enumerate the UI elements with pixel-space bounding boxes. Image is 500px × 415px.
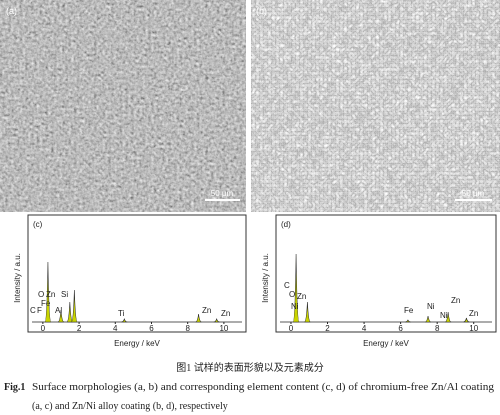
y-axis-label: Intensity / a.u. <box>261 253 270 303</box>
element-label: Zn <box>221 309 230 318</box>
element-label: Ni <box>427 302 435 311</box>
element-label: Zn <box>46 290 55 299</box>
element-label: Si <box>61 290 68 299</box>
scale-bar-label: 50 μm <box>462 189 485 198</box>
x-tick-label: 4 <box>362 324 367 333</box>
spectrum-frame <box>275 214 497 333</box>
element-label: Ni <box>291 302 299 311</box>
element-label: C <box>30 306 36 315</box>
spectrum-peak <box>71 289 78 323</box>
element-label: F <box>37 306 42 315</box>
y-axis-label: Intensity / a.u. <box>13 253 22 303</box>
spectrum-peak <box>213 318 220 323</box>
spectrum-frame <box>27 214 247 333</box>
spectrum-peak <box>463 317 470 323</box>
x-tick-label: 0 <box>41 324 46 333</box>
panel-label: (d) <box>281 220 291 229</box>
sem-image-a <box>0 0 246 212</box>
sem-image-b <box>251 0 500 212</box>
spectrum-peak <box>57 309 65 323</box>
x-axis-label: Energy / keV <box>114 339 160 348</box>
x-tick-label: 10 <box>469 324 478 333</box>
element-label: Zn <box>202 306 211 315</box>
element-label: O <box>38 290 44 299</box>
element-label: O <box>289 290 295 299</box>
caption-line: Surface morphologies (a, b) and correspo… <box>32 382 494 393</box>
element-label: Fe <box>41 299 51 308</box>
spectrum-peak <box>404 319 411 323</box>
x-tick-label: 2 <box>77 324 82 333</box>
x-tick-label: 10 <box>219 324 228 333</box>
panel-label: (a) <box>6 6 17 16</box>
element-label: Zn <box>451 296 460 305</box>
x-tick-label: 6 <box>398 324 403 333</box>
spectrum-peak <box>304 301 311 323</box>
element-label: Al <box>55 306 62 315</box>
element-label: Fe <box>404 306 414 315</box>
element-label: Ti <box>118 309 125 318</box>
spectrum-peak <box>121 318 128 323</box>
x-tick-label: 2 <box>325 324 330 333</box>
scale-bar-label: 50 μm <box>211 189 234 198</box>
caption-line: (a, c) and Zn/Ni alloy coating (b, d), r… <box>32 401 228 412</box>
caption-lead: Fig.1 <box>4 382 25 393</box>
spectrum-peak <box>424 315 432 323</box>
spectrum-peak <box>292 253 300 323</box>
x-tick-label: 6 <box>149 324 154 333</box>
panel-label: (b) <box>256 6 267 16</box>
x-tick-label: 8 <box>185 324 190 333</box>
spectrum-peak <box>44 261 52 323</box>
panel-label: (c) <box>33 220 43 229</box>
element-label: Zn <box>469 309 478 318</box>
spectrum-peak <box>445 311 452 323</box>
x-tick-label: 8 <box>435 324 440 333</box>
x-tick-label: 4 <box>113 324 118 333</box>
element-label: Ni <box>440 311 448 320</box>
element-label: C <box>284 281 290 290</box>
spectrum-peak <box>195 313 202 323</box>
caption-chinese: 图1 试样的表面形貌以及元素成分 <box>176 361 324 374</box>
x-tick-label: 0 <box>289 324 294 333</box>
element-label: Zn <box>297 292 306 301</box>
x-axis-label: Energy / keV <box>363 339 409 348</box>
